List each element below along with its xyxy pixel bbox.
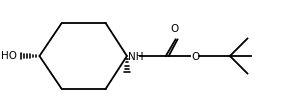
Text: O: O [191,52,199,62]
Text: NH: NH [128,52,143,62]
Text: HO: HO [1,51,17,61]
Text: O: O [170,24,179,34]
